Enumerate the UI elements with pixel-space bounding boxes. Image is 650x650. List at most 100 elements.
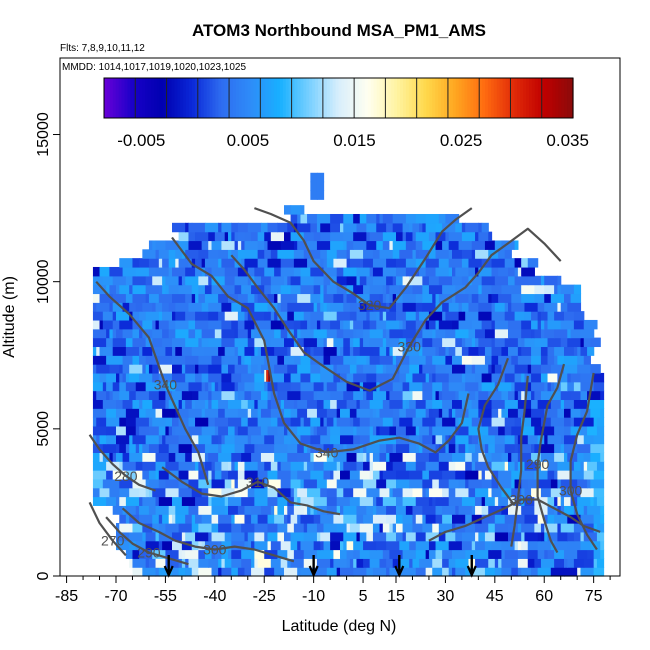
heatmap-cell xyxy=(428,372,433,383)
heatmap-cell xyxy=(517,346,522,356)
heatmap-cell xyxy=(425,258,440,268)
heatmap-cell xyxy=(208,417,216,427)
heatmap-cell xyxy=(435,240,443,250)
heatmap-cell xyxy=(379,293,384,303)
heatmap-cell xyxy=(356,328,364,339)
heatmap-cell xyxy=(353,558,358,568)
heatmap-cell xyxy=(452,266,456,277)
heatmap-cell xyxy=(491,284,503,295)
heatmap-cell xyxy=(326,249,338,259)
heatmap-cell xyxy=(547,372,559,383)
heatmap-cell xyxy=(165,434,180,445)
heatmap-cell xyxy=(221,390,236,401)
heatmap-cell xyxy=(172,417,180,427)
heatmap-cell xyxy=(330,222,341,233)
heatmap-cell xyxy=(399,408,404,418)
heatmap-cell xyxy=(139,355,147,365)
heatmap-cell xyxy=(221,302,232,312)
heatmap-cell xyxy=(392,443,397,453)
heatmap-cell xyxy=(310,190,318,200)
heatmap-cell xyxy=(178,275,183,286)
heatmap-cell xyxy=(531,381,545,392)
theta-contours xyxy=(88,207,601,566)
heatmap-cell xyxy=(521,540,529,551)
colorbar-segment xyxy=(514,78,518,118)
heatmap-cell xyxy=(323,470,331,480)
heatmap-cell xyxy=(191,461,196,471)
heatmap-cell xyxy=(125,425,137,436)
heatmap-cell xyxy=(491,319,496,330)
colorbar: -0.005 0.005 0.015 0.025 0.035 xyxy=(103,77,589,150)
heatmap-cell xyxy=(297,337,305,348)
heatmap-cell xyxy=(491,266,499,277)
heatmap-cell xyxy=(580,390,588,401)
heatmap-cell xyxy=(323,266,338,277)
heatmap-cell xyxy=(498,558,503,568)
heatmap-cell xyxy=(303,531,318,542)
heatmap-cell xyxy=(214,328,223,339)
heatmap-cell xyxy=(307,523,318,533)
heatmap-cell xyxy=(475,364,489,374)
heatmap-cell xyxy=(228,364,236,374)
heatmap-cell xyxy=(195,372,203,383)
colorbar-segment xyxy=(189,78,193,118)
heatmap-cell xyxy=(336,408,341,418)
heatmap-cell xyxy=(241,284,246,295)
heatmap-cell xyxy=(320,372,335,383)
heatmap-cell xyxy=(587,346,595,356)
heatmap-cell xyxy=(547,514,555,524)
heatmap-cell xyxy=(277,390,288,401)
heatmap-cell xyxy=(521,390,526,401)
heatmap-cell xyxy=(425,558,433,568)
colorbar-segment xyxy=(121,78,126,118)
heatmap-cell xyxy=(102,443,117,453)
heatmap-cell xyxy=(132,293,147,303)
heatmap-cell xyxy=(326,478,338,489)
heatmap-cell xyxy=(422,284,430,295)
colorbar-segment xyxy=(400,78,404,118)
heatmap-cell xyxy=(343,328,354,339)
heatmap-cell xyxy=(247,399,255,409)
heatmap-cell xyxy=(547,381,552,392)
colorbar-segment xyxy=(543,78,548,118)
heatmap-cell xyxy=(570,408,582,418)
theta-contour-label: 310 xyxy=(246,474,270,490)
heatmap-cell xyxy=(498,470,512,480)
colorbar-segment xyxy=(191,78,196,118)
heatmap-cell xyxy=(527,478,539,489)
heatmap-cell xyxy=(521,319,532,330)
theta-contour xyxy=(121,507,295,563)
heatmap-cell xyxy=(336,266,344,277)
heatmap-cell xyxy=(119,496,127,506)
heatmap-cell xyxy=(376,311,381,321)
heatmap-cell xyxy=(382,311,387,321)
heatmap-cell xyxy=(557,425,565,436)
heatmap-cell xyxy=(142,364,147,374)
heatmap-cell xyxy=(162,434,167,445)
heatmap-cell xyxy=(438,531,447,542)
heatmap-cell xyxy=(188,302,203,312)
heatmap-cell xyxy=(448,540,463,551)
colorbar-segment xyxy=(493,78,498,118)
heatmap-cell xyxy=(452,452,466,462)
x-tick-label: 75 xyxy=(585,588,603,605)
heatmap-cell xyxy=(96,364,111,374)
heatmap-cell xyxy=(524,390,532,401)
heatmap-cell xyxy=(142,319,153,330)
heatmap-cell xyxy=(560,319,575,330)
heatmap-cell xyxy=(148,390,160,401)
heatmap-cell xyxy=(540,372,549,383)
heatmap-cell xyxy=(428,470,443,480)
heatmap-cell xyxy=(188,417,196,427)
heatmap-cell xyxy=(382,240,391,250)
heatmap-cell xyxy=(498,249,506,259)
colorbar-segment xyxy=(127,78,131,118)
heatmap-cell xyxy=(234,390,239,401)
heatmap-cell xyxy=(534,425,542,436)
heatmap-cell xyxy=(333,470,341,480)
heatmap-cell xyxy=(191,293,196,303)
heatmap-cell xyxy=(96,302,107,312)
colorbar-segment xyxy=(517,78,521,118)
heatmap-cell xyxy=(109,284,117,295)
heatmap-cell xyxy=(119,364,124,374)
